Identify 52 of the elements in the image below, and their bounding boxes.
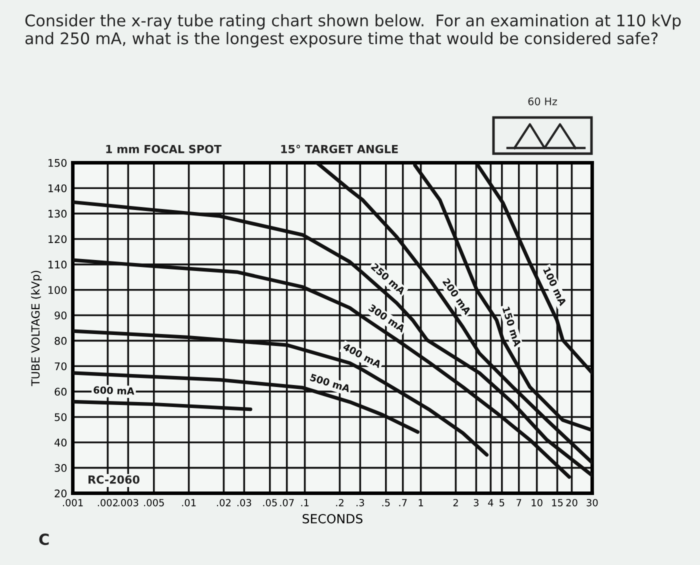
y-tick-label: 110 bbox=[48, 260, 67, 269]
x-tick-label: .002 bbox=[98, 498, 118, 506]
y-tick-label: 60 bbox=[54, 388, 67, 396]
y-tick-label: 50 bbox=[54, 413, 67, 422]
x-tick-label: .05 bbox=[263, 498, 277, 506]
x-tick-label: 20 bbox=[566, 498, 578, 506]
x-tick-label: .7 bbox=[399, 499, 407, 506]
x-axis-title: SECONDS bbox=[302, 514, 362, 524]
text: 15° TARGET ANGLE bbox=[281, 144, 398, 154]
text: C bbox=[39, 534, 49, 546]
x-tick-label: 5 bbox=[500, 499, 504, 506]
x-tick-label: .07 bbox=[280, 498, 294, 506]
x-tick-label: 1 bbox=[418, 499, 424, 506]
x-tick-label: .01 bbox=[182, 498, 196, 506]
x-tick-label: 10 bbox=[532, 498, 542, 506]
x-tick-label: 15 bbox=[552, 499, 563, 506]
y-tick-label: 30 bbox=[54, 464, 67, 472]
text: 1 mm FOCAL SPOT bbox=[106, 144, 222, 154]
y-tick-label: 80 bbox=[54, 336, 67, 345]
text: 100 mA bbox=[542, 266, 567, 306]
y-tick-label: 140 bbox=[48, 184, 67, 192]
x-tick-label: .001 bbox=[63, 498, 83, 506]
y-tick-label: 20 bbox=[54, 489, 67, 498]
y-tick-label: 90 bbox=[54, 311, 67, 320]
x-tick-label: .2 bbox=[336, 498, 344, 506]
x-tick-label: 3 bbox=[474, 498, 478, 506]
x-tick-label: .3 bbox=[356, 498, 364, 506]
x-tick-label: .5 bbox=[382, 499, 390, 506]
x-tick-label: 4 bbox=[488, 499, 494, 506]
series-label: 600 mA bbox=[94, 386, 134, 395]
x-tick-label: 2 bbox=[453, 498, 458, 506]
chart-title: Consider the x-ray tube rating chart shown below. For an examination at 110 kVp and 250 mA, what is the longest exposure time that would be considered safe? bbox=[25, 14, 681, 48]
y-tick-label: 40 bbox=[54, 438, 67, 446]
annotation: RC-2060 bbox=[88, 475, 140, 484]
x-tick-label: 30 bbox=[586, 498, 598, 506]
y-tick-label: 120 bbox=[48, 235, 67, 244]
text: 400 mA bbox=[342, 342, 382, 368]
x-tick-label: 7 bbox=[516, 499, 522, 506]
x-tick-label: .1 bbox=[301, 499, 309, 506]
text: 300 mA bbox=[368, 304, 406, 333]
x-tick-label: .003 bbox=[118, 498, 138, 506]
y-tick-label: 150 bbox=[48, 158, 67, 167]
y-tick-label: 70 bbox=[54, 362, 67, 370]
y-tick-label: 130 bbox=[48, 210, 67, 218]
text: 500 mA bbox=[310, 374, 351, 392]
x-tick-label: .005 bbox=[144, 498, 164, 506]
x-tick-label: .02 bbox=[217, 498, 230, 506]
y-axis-title: TUBE VOLTAGE (kVp) bbox=[31, 270, 42, 386]
text: 60 Hz bbox=[528, 97, 557, 106]
x-tick-label: .03 bbox=[237, 498, 252, 506]
y-tick-label: 100 bbox=[48, 286, 67, 294]
text: 150 mA bbox=[502, 306, 522, 347]
